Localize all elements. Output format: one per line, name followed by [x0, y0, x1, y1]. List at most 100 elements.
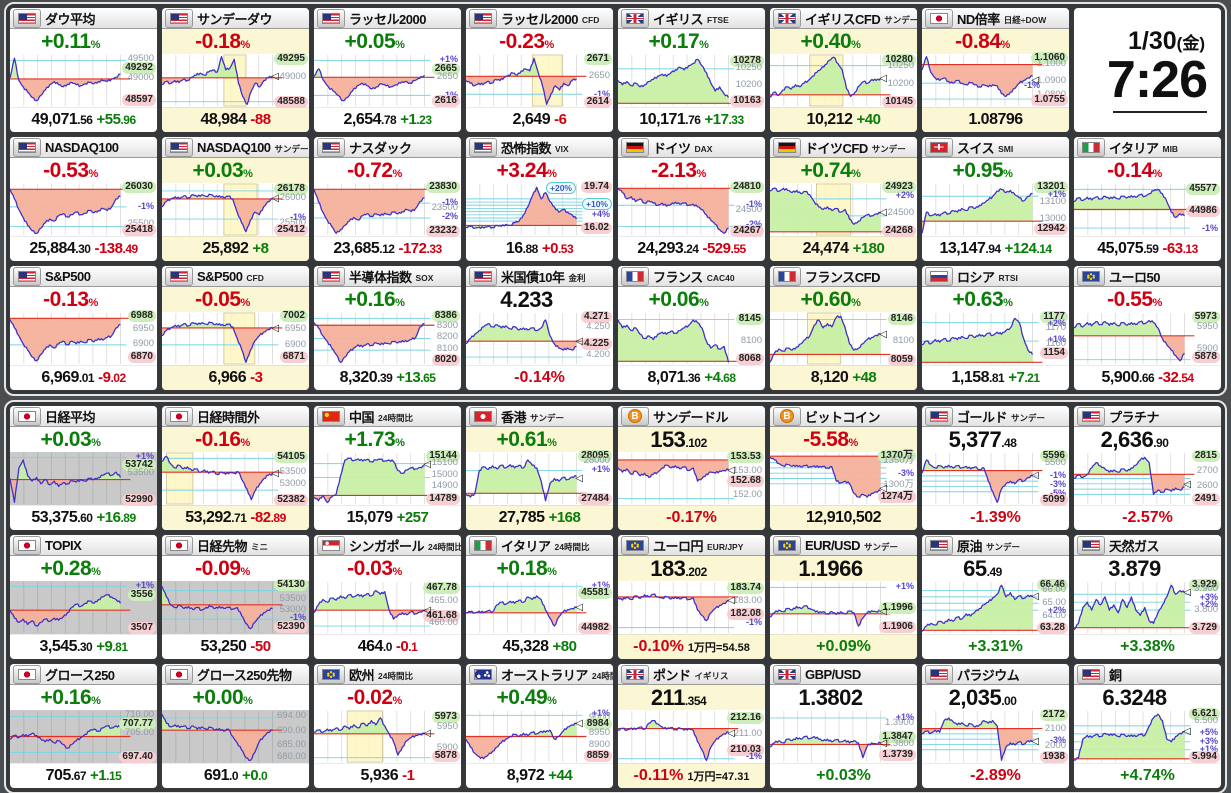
market-tile-crude-oil[interactable]: 原油 サンデー 65.49 66.46 66.00 65.00 +2% 64.00 63.…	[921, 534, 1070, 660]
chart-level-label: 467.78	[423, 581, 460, 594]
tile-chart: 28095 28000 +1% 27484 ◁	[466, 450, 613, 505]
price-change: +168	[548, 509, 581, 526]
market-tile-dax-cfd[interactable]: ドイツCFD サンデー +0.74% 24923 +2% 24500 24268 ◁ 2…	[769, 136, 918, 262]
tile-header: ユーロ円 EUR/JPY	[618, 535, 765, 556]
market-tile-copper[interactable]: 銅 6.3248 6.621 6.500 +5% +3% +1% 5.994 ◁ +4.74…	[1073, 663, 1222, 789]
market-tile-rtsi[interactable]: ロシア RTSI +0.63% 1177 +2% 1170 +1% 1160 1154 1…	[921, 265, 1070, 391]
de-flag-icon	[778, 141, 796, 153]
closing-price: 691.0	[203, 767, 239, 784]
market-tile-sp500[interactable]: S&P500 -0.13% 6988 6950 6900 6870 6,969.01-…	[9, 265, 158, 391]
it-flag-icon	[1082, 141, 1100, 153]
market-tile-smi[interactable]: スイス SMI +0.95% 13201 +1% 13100 13000 12942 1…	[921, 136, 1070, 262]
tile-bottom-value: -1.39%	[922, 505, 1069, 530]
market-tile-euro50[interactable]: ユーロ50 -0.55% 5973 5950 5900 5878 5,900.66 -3…	[1073, 265, 1222, 391]
chart-level-label: 1.3800	[884, 737, 914, 749]
tile-header: 日経時間外	[162, 406, 309, 427]
market-tile-bitcoin[interactable]: B ビットコイン -5.58% 1370万 1350万 -3% 1300万 1274万 ◁…	[769, 405, 918, 531]
market-tile-topix[interactable]: TOPIX +0.28% +1% 3556 3507 3,545.30 +9.81	[9, 534, 158, 660]
chart-level-label: 52390	[274, 621, 308, 634]
fr-flag-icon	[626, 270, 644, 282]
tile-header: 中国 24時間比	[314, 406, 461, 427]
sparkline-chart	[1074, 312, 1195, 365]
market-tile-hongkong[interactable]: 香港 サンデー +0.61% 28095 28000 +1% 27484 ◁ 27,78…	[465, 405, 614, 531]
chart-level-label: 685.00	[276, 738, 306, 750]
tile-subtitle: SMI	[998, 143, 1014, 154]
chart-level-label: 2671	[583, 53, 612, 66]
chart-level-label: 183.00	[732, 595, 762, 607]
change-percent: +0.05%	[344, 30, 405, 53]
tile-title: ドイツCFD	[805, 140, 868, 156]
market-tile-cac40[interactable]: フランス CAC40 +0.06% 8145 8100 8068 8,071.36 +…	[617, 265, 766, 391]
sparkline-chart	[162, 54, 283, 107]
chart-level-label: 5878	[1191, 351, 1220, 364]
market-tile-nd-ratio[interactable]: ND倍率 日経÷DOW -0.84% 1.1060 1.1000 1.0900 -1%…	[921, 7, 1070, 133]
tile-main-value: +0.18%	[466, 556, 613, 581]
chart-level-label: +2%	[1047, 604, 1066, 615]
market-tile-china[interactable]: 中国 24時間比 +1.73% 15144 15100 15000 14900 1478…	[313, 405, 462, 531]
sparkline-chart	[162, 312, 283, 365]
market-tile-sunday-dow[interactable]: サンデーダウ -0.18% 49295 49000 48588 ◁ 48,984 -88	[161, 7, 310, 133]
jp-flag-icon	[18, 410, 36, 422]
us-flag-icon	[170, 141, 188, 153]
market-tile-nikkei-futures[interactable]: 日経先物 ミニ -0.09% 54130 53500 53000 -1% 52390 5…	[161, 534, 310, 660]
market-tile-growth250-futures[interactable]: グロース250先物 +0.00% 694.00 690.00 685.00 680.0…	[161, 663, 310, 789]
market-tile-nasdaq100-sunday[interactable]: NASDAQ100 サンデー +0.03% 26178 26000 -1% 25500…	[161, 136, 310, 262]
tile-main-value: -0.14%	[1074, 158, 1221, 183]
us-flag-icon	[474, 270, 492, 282]
market-tile-cac-cfd[interactable]: フランスCFD +0.60% 8146 8100 8059 ◁ 8,120 +48	[769, 265, 918, 391]
market-tile-dow[interactable]: ダウ平均 +0.11% 49500 49292 49000 48597 49,071.…	[9, 7, 158, 133]
tile-bottom-value: -2.89%	[922, 763, 1069, 788]
flag-button	[13, 535, 41, 555]
market-tile-nasdaq[interactable]: ナスダック -0.72% 23830 -1% 23500 -2% 23232 23,68…	[313, 136, 462, 262]
price-change: +0.0	[242, 767, 268, 784]
market-tile-palladium[interactable]: パラジウム 2,035.00 2172 2100 -3% 2000 1938 ◁ -2.8…	[921, 663, 1070, 789]
chart-level-label: 26030	[122, 181, 156, 194]
market-tile-us10y[interactable]: 米国債10年 金利 4.233 4.271 4.250 4.225 4.200 ◁ -0…	[465, 265, 614, 391]
chart-level-label: 53000	[279, 477, 306, 489]
market-tile-growth250[interactable]: グロース250 +0.16% 710.00 707.77 705.00 697.40 …	[9, 663, 158, 789]
market-tile-uk-ftse[interactable]: イギリス FTSE +0.17% 10278 10250 10200 10163 10…	[617, 7, 766, 133]
market-tile-pound-jpy[interactable]: ポンド イギリス 211.354 212.16 211.00 210.03 -1% ◁ …	[617, 663, 766, 789]
price-change: +17.33	[704, 111, 744, 128]
market-tile-uk-cfd[interactable]: イギリスCFD サンデー +0.40% 10280 10250 10200 10145…	[769, 7, 918, 133]
chart-level-label: 1938	[1039, 750, 1068, 763]
market-tile-europe-24h[interactable]: 欧州 24時間比 -0.02% 5973 5950 5900 5878 ◁ 5,936-…	[313, 663, 462, 789]
tile-main-value: -0.09%	[162, 556, 309, 581]
chart-level-label: 8100	[892, 335, 914, 347]
market-tile-australia-24h[interactable]: オーストラリア 24時間比 +0.49% +1%9000898489508900…	[465, 663, 614, 789]
market-tile-mib[interactable]: イタリア MIB -0.14% 45577 44986 -1% 45,075.59-…	[1073, 136, 1222, 262]
change-percent: +0.17%	[648, 30, 709, 53]
sparkline-chart	[10, 312, 131, 365]
market-tile-natural-gas[interactable]: 天然ガス 3.879 3.929 3.900 +3% +2% 3.800 3.729 ◁ +…	[1073, 534, 1222, 660]
market-tile-sox[interactable]: 半導体指数 SOX +0.16% 8386 8300 8200 8100 8020 8,…	[313, 265, 462, 391]
tile-bottom-value: 49,071.56 +55.96	[10, 107, 157, 132]
market-tile-russell2000-cfd[interactable]: ラッセル2000 CFD -0.23% 2671 2650 -1% 2614 2,64…	[465, 7, 614, 133]
market-tile-platinum[interactable]: プラチナ 2,636.90 2815 2700 2600 2491 ◁ -2.57%	[1073, 405, 1222, 531]
market-tile-nasdaq100[interactable]: NASDAQ100 -0.53% 26030-1%2550025418 25,8…	[9, 136, 158, 262]
chart-level-label: 5099	[1039, 493, 1068, 506]
market-tile-nikkei[interactable]: 日経平均 +0.03% +1% 53742 53500 52990 53,375.60…	[9, 405, 158, 531]
market-tile-eurusd[interactable]: EUR/USD サンデー 1.1966 +1% 1.1996 1.1906 ◁ +0.…	[769, 534, 918, 660]
chart-level-label: 53500	[127, 467, 154, 479]
market-tile-sunday-dollar[interactable]: B サンデードル 153.102 153.53 153.00 152.68 152.0…	[617, 405, 766, 531]
tile-header: オーストラリア 24時間比	[466, 664, 613, 685]
tile-title: イタリア	[501, 538, 551, 554]
chart-level-label: 8145	[735, 312, 764, 325]
market-tile-singapore[interactable]: シンガポール 24時間比 -0.03% 467.78 465.00 461.68 46…	[313, 534, 462, 660]
tile-bottom-value: 705.67 +1.15	[10, 763, 157, 788]
tile-main-value: +3.24%	[466, 158, 613, 183]
market-tile-dax[interactable]: ドイツ DAX -2.13% 24810 -1%24500 -2%24267 24,…	[617, 136, 766, 262]
market-tile-italy-24h[interactable]: イタリア 24時間比 +0.18% +1% 45581 44982 ◁ 45,328 +…	[465, 534, 614, 660]
closing-price: 27,785	[498, 509, 545, 526]
market-tile-gbpusd[interactable]: GBP/USD 1.3802 +1% 1.3900 1.3847 1.3800 1.37…	[769, 663, 918, 789]
market-tile-sp500-cfd[interactable]: S&P500 CFD -0.05% 7002 6950 6900 6871 ◁ 6,96…	[161, 265, 310, 391]
flag-button	[165, 406, 193, 426]
market-tile-vix[interactable]: 恐怖指数 VIX +3.24% 19.74 +20% +10% +4% 16.02 16…	[465, 136, 614, 262]
chart-level-label: 49295	[274, 53, 308, 66]
current-price: 183.202	[650, 556, 707, 581]
market-tile-nikkei-afterhours[interactable]: 日経時間外 -0.16% 54105 53500 53000 52382 ◁ 53,29…	[161, 405, 310, 531]
market-tile-eurjpy[interactable]: ユーロ円 EUR/JPY 183.202 183.74 183.00 182.08-…	[617, 534, 766, 660]
flag-button	[469, 664, 497, 684]
